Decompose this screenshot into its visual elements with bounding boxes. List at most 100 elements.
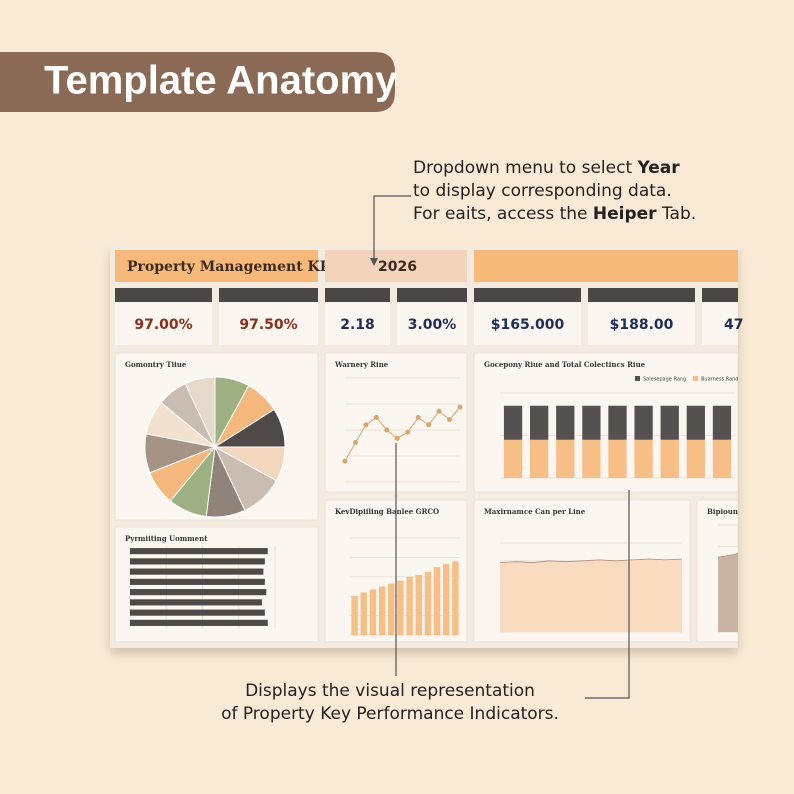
- point: [436, 408, 442, 414]
- kpi-value: $165.000: [491, 317, 565, 333]
- dashboard-title: Property Management KPI: [127, 259, 337, 275]
- bar-segment: [530, 405, 549, 440]
- point: [363, 422, 369, 428]
- banner: [0, 52, 395, 112]
- kpi-value: 3.00%: [408, 317, 457, 333]
- point: [352, 439, 358, 445]
- kpi-header: [397, 288, 467, 302]
- kpi-value: 47: [724, 317, 743, 333]
- chart-title: Pyrmiiting Uomment: [125, 534, 208, 543]
- bar: [452, 561, 459, 635]
- bar-segment: [582, 439, 601, 478]
- kpi-value: 97.00%: [134, 317, 192, 333]
- chart-title: Gocepony Riue and Total Colectincs Riue: [484, 360, 646, 369]
- callout-line: to display corresponding data.: [413, 181, 672, 201]
- title-bar-right: [474, 250, 738, 282]
- bar-segment: [556, 405, 575, 440]
- year-value[interactable]: 2026: [378, 259, 417, 275]
- bar: [433, 567, 441, 635]
- legend-label: Salesepage Rang: [643, 377, 686, 383]
- point: [426, 422, 432, 428]
- callout-line: Dropdown menu to select Year: [413, 158, 680, 178]
- callout-text: Year: [637, 158, 681, 178]
- bar: [130, 568, 264, 575]
- legend-label: Buarness Rand: [701, 377, 738, 383]
- bar: [443, 564, 450, 635]
- bar: [406, 576, 413, 635]
- bar: [130, 589, 267, 596]
- banner-title: Template Anatomy: [44, 59, 398, 103]
- kpi-header: [474, 288, 581, 302]
- bar-segment: [556, 439, 575, 478]
- pie-slice: [184, 376, 216, 448]
- point: [373, 415, 379, 421]
- callout-line: For eaits, access the Heiper Tab.: [413, 204, 696, 224]
- chart-panel: Maxirnamce Can per Line: [473, 499, 691, 643]
- bar: [360, 592, 367, 635]
- title-bar: [115, 250, 318, 282]
- bar-segment: [660, 405, 679, 440]
- point: [457, 404, 463, 410]
- chart-panel: Gomontry Tiiue: [114, 352, 319, 521]
- bar: [130, 619, 268, 626]
- kpi-header: [325, 288, 390, 302]
- point: [405, 429, 411, 435]
- bar-segment: [634, 405, 653, 440]
- bar-segment: [712, 405, 732, 440]
- bar: [351, 596, 358, 635]
- point: [384, 427, 390, 433]
- callout-text: to display corresponding data.: [413, 181, 672, 201]
- kpi-value: 97.50%: [239, 317, 297, 333]
- callout-line: Displays the visual representation: [245, 681, 535, 701]
- legend-swatch: [635, 376, 640, 381]
- legend-swatch: [693, 376, 698, 381]
- bar-segment: [634, 439, 653, 478]
- connector-right: [585, 490, 630, 699]
- bar: [397, 580, 404, 635]
- kpi-header: [702, 288, 738, 302]
- callout-bottom: Displays the visual representation of Pro…: [221, 681, 559, 724]
- bar-segment: [660, 439, 679, 478]
- chart-panel: Pyrmiiting Uomment: [114, 526, 319, 643]
- bar: [130, 558, 265, 565]
- connector-top: [373, 195, 411, 262]
- callout-text: Dropdown menu to select: [413, 158, 638, 178]
- arrow-head: [370, 258, 378, 266]
- callout-top: Dropdown menu to select Year to display c…: [413, 158, 696, 224]
- chart-title: Maxirnamce Can per Line: [484, 507, 586, 516]
- chart-panel: Gocepony Riue and Total Colectincs Riue B…: [473, 352, 738, 493]
- bar-segment: [686, 405, 705, 440]
- connectors: [373, 195, 630, 699]
- bar-segment: [530, 439, 549, 478]
- bar: [424, 571, 432, 635]
- chart-title: Warnery Rine: [334, 360, 389, 369]
- bar: [130, 578, 265, 585]
- callout-text: Heiper: [593, 204, 657, 224]
- point: [447, 417, 453, 423]
- bar: [378, 586, 386, 635]
- kpi-header: [115, 288, 212, 302]
- bar: [130, 599, 262, 606]
- kpi-value: $188.00: [610, 317, 674, 333]
- chart-title: Bipiound: [707, 507, 743, 516]
- bar: [369, 589, 377, 635]
- bar-segment: [712, 439, 732, 478]
- bar: [130, 609, 265, 616]
- callout-text: For eaits, access the: [413, 204, 593, 224]
- line: [717, 553, 738, 558]
- bar-segment: [503, 439, 523, 478]
- bar-segment: [608, 405, 627, 440]
- line: [499, 558, 683, 563]
- kpi-header: [219, 288, 318, 302]
- area: [718, 553, 738, 632]
- chart-title: KevDipiiling Banlee GRCO: [335, 507, 439, 516]
- year-dropdown[interactable]: [325, 250, 467, 282]
- point: [394, 435, 400, 441]
- kpi-header: [588, 288, 695, 302]
- bar-segment: [503, 405, 523, 440]
- chart-title: Gomontry Tiiue: [125, 360, 187, 369]
- kpi-value: 2.18: [340, 317, 375, 333]
- callout-text: Tab.: [657, 204, 697, 224]
- bar: [130, 548, 268, 555]
